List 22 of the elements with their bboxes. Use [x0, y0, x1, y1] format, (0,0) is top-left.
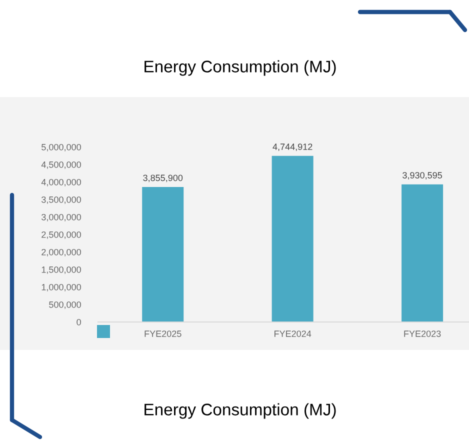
y-tick-label: 500,000	[49, 301, 81, 309]
x-tick-label: FYE2024	[274, 330, 312, 337]
bar	[402, 184, 444, 322]
bar	[142, 187, 184, 322]
chart-title: Energy Consumption (MJ)	[144, 60, 336, 76]
y-tick-label: 3,500,000	[42, 196, 81, 204]
y-tick-label: 1,000,000	[42, 284, 81, 292]
text: Energy Consumption (MJ)	[144, 403, 336, 419]
x-tick-label: FYE2025	[144, 330, 182, 337]
y-tick-label: 4,500,000	[41, 161, 81, 169]
text: 3,855,900	[143, 174, 183, 182]
bar	[272, 156, 314, 322]
y-tick-label: 4,000,000	[41, 178, 81, 186]
y-tick-label: 1,500,000	[42, 266, 81, 274]
y-tick-label: 5,000,000	[42, 144, 81, 152]
y-tick-label: 2,000,000	[42, 248, 81, 256]
y-tick-label: 0	[76, 318, 81, 326]
y-tick-label: 2,500,000	[42, 231, 81, 239]
text: 3,930,595	[402, 172, 442, 180]
y-tick-label: 3,000,000	[42, 214, 81, 222]
x-tick-label: FYE2023	[404, 330, 441, 337]
text: 4,744,912	[272, 144, 312, 152]
